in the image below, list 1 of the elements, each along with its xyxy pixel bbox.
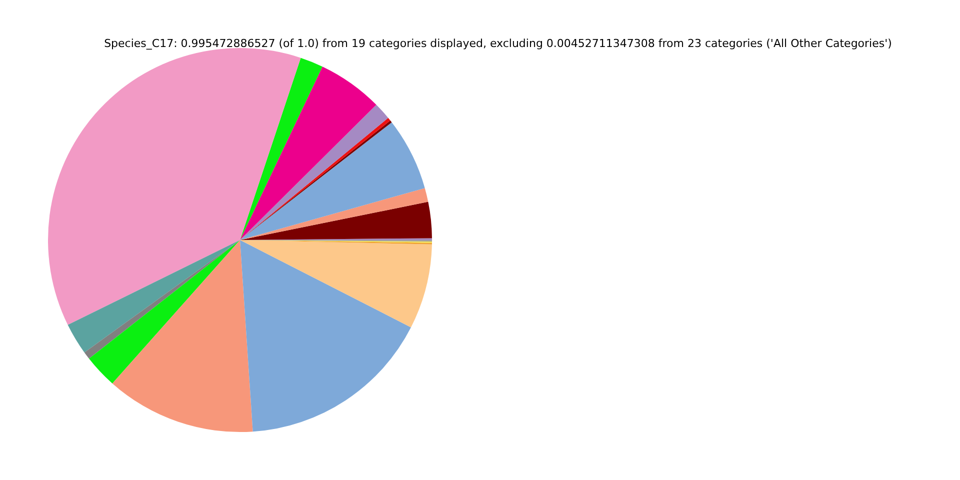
text: Species_C17: 0.995472886527 (of 1.0) from 19 categories displayed, excluding 0.00452711347308 from 23 categories ('All Other Categories') <box>104 37 892 50</box>
